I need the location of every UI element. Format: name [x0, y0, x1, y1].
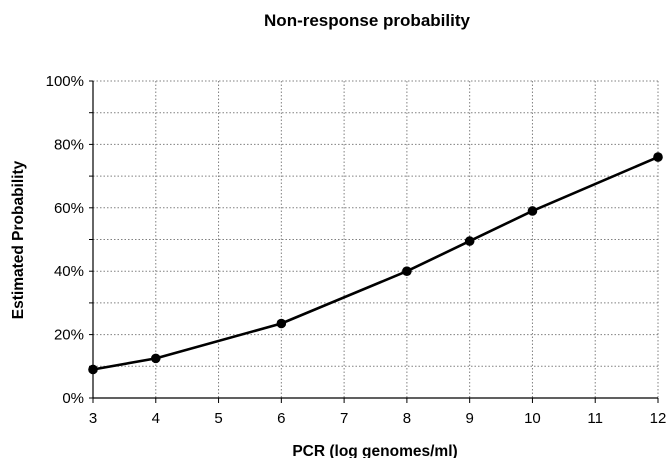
y-tick-label: 80% [54, 136, 84, 153]
chart-title: Non-response probability [264, 11, 470, 30]
y-tick-labels: 0% 20% 40% 60% 80% 100% [46, 73, 84, 407]
y-tick-label: 60% [54, 200, 84, 217]
y-tick-label: 40% [54, 263, 84, 280]
x-tick-label: 7 [340, 410, 348, 427]
x-axis-label: PCR (log genomes/ml) [292, 443, 457, 458]
x-tick-label: 6 [277, 410, 285, 427]
series-layer [88, 152, 663, 375]
y-tick-label: 0% [62, 390, 84, 407]
data-point [464, 236, 475, 246]
data-point [527, 206, 538, 216]
data-point [402, 266, 412, 277]
data-point [276, 318, 287, 329]
data-point [88, 364, 98, 375]
x-tick-label: 4 [152, 410, 160, 427]
x-tick-label: 10 [524, 410, 541, 427]
y-axis-label: Estimated Probability [10, 160, 27, 319]
data-point [150, 353, 161, 364]
x-tick-label: 5 [214, 410, 222, 427]
gridlines [93, 80, 659, 398]
x-tick-label: 8 [403, 410, 411, 427]
x-tick-label: 11 [587, 410, 603, 427]
data-point [653, 152, 663, 162]
y-tick-label: 100% [46, 73, 84, 90]
x-tick-label: 3 [89, 410, 97, 427]
y-tick-label: 20% [54, 327, 84, 344]
x-tick-label: 12 [650, 410, 667, 427]
series-line [92, 155, 659, 371]
x-tick-labels: 3 4 5 6 7 8 9 10 11 12 [89, 410, 667, 427]
axes [89, 80, 659, 403]
x-tick-label: 9 [465, 410, 473, 427]
